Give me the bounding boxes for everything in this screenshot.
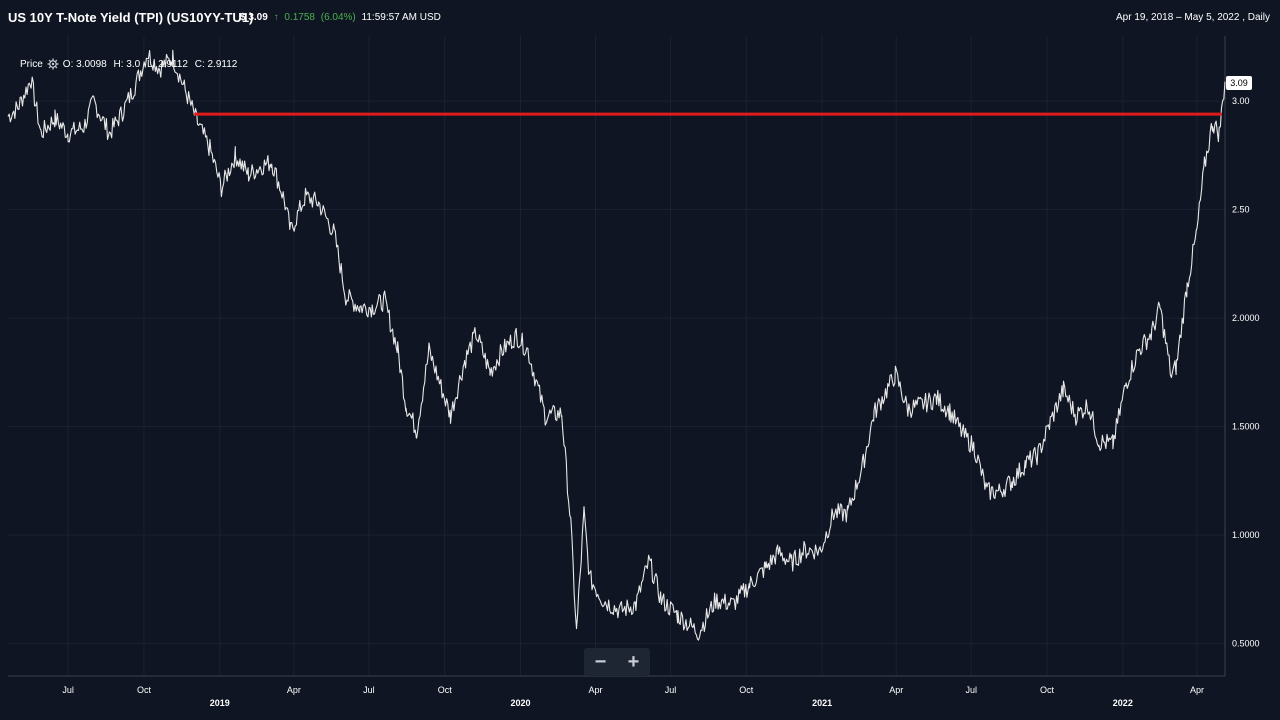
x-tick-label: 2021 <box>812 698 832 708</box>
x-tick-label: Jul <box>665 685 677 695</box>
x-tick-label: Jul <box>363 685 375 695</box>
x-tick-label: Oct <box>438 685 453 695</box>
quote-time: 11:59:57 AM USD <box>361 12 441 23</box>
x-tick-label: Oct <box>1040 685 1055 695</box>
y-tick-label: 3.00 <box>1232 96 1250 106</box>
x-tick-label: Jul <box>965 685 977 695</box>
zoom-controls: − + <box>584 648 650 676</box>
legend-low: L: 2.9112 <box>146 58 188 70</box>
legend-close: C: 2.9112 <box>194 58 238 70</box>
x-tick-label: Oct <box>739 685 754 695</box>
last-value-label: 3.09 <box>1226 76 1252 90</box>
zoom-in-button[interactable]: + <box>627 651 640 673</box>
chart-header: US 10Y T-Note Yield (TPI) (US10YY-TU1) $… <box>0 0 1280 36</box>
price-quote: $ 3.09 ↑ 0.1758 (6.04%) 11:59:57 AM USD <box>240 12 444 23</box>
x-tick-label: 2019 <box>210 698 230 708</box>
y-tick-label: 1.0000 <box>1232 530 1260 540</box>
y-tick-label: 2.50 <box>1232 205 1250 215</box>
price-change-percent: (6.04%) <box>320 12 356 23</box>
y-tick-label: 0.5000 <box>1232 638 1260 648</box>
zoom-out-button[interactable]: − <box>594 651 607 673</box>
legend-label: Price <box>20 58 43 70</box>
gear-icon[interactable] <box>47 58 59 70</box>
legend-high: H: 3.0 <box>113 58 141 70</box>
price-chart[interactable]: 0.5000 1.0000 1.5000 2.0000 2.50 3.00 Jul Oct 20… <box>0 36 1280 720</box>
x-tick-label: 2022 <box>1113 698 1133 708</box>
x-tick-label: Apr <box>287 685 301 695</box>
last-price: $ 3.09 <box>240 12 268 23</box>
x-tick-label: 2020 <box>510 698 530 708</box>
x-tick-label: Apr <box>588 685 602 695</box>
legend-open: O: 3.0098 <box>62 58 107 70</box>
chart-title: US 10Y T-Note Yield (TPI) (US10YY-TU1) <box>8 10 254 25</box>
y-tick-label: 2.0000 <box>1232 313 1260 323</box>
price-legend: Price O: 3.0098 H: 3.0 L: 2.9112 C: 2.91… <box>20 58 241 70</box>
x-tick-label: Oct <box>137 685 152 695</box>
x-tick-label: Jul <box>62 685 74 695</box>
x-tick-label: Apr <box>1190 685 1204 695</box>
y-tick-label: 1.5000 <box>1232 422 1260 432</box>
date-range[interactable]: Apr 19, 2018 – May 5, 2022 , Daily <box>1116 12 1270 23</box>
price-change: 0.1758 <box>284 12 315 23</box>
price-series-line <box>7 49 1226 641</box>
change-arrow-icon: ↑ <box>273 12 279 23</box>
x-tick-label: Apr <box>889 685 903 695</box>
